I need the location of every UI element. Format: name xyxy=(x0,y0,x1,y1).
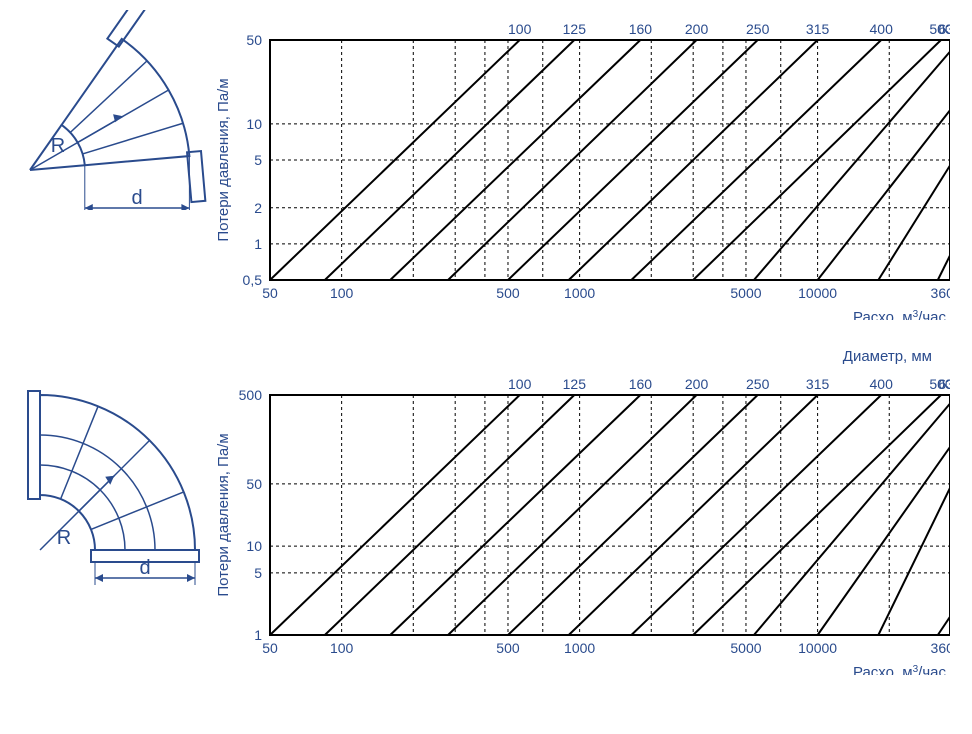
svg-text:100: 100 xyxy=(330,640,354,656)
svg-text:Потери давления, Па/м: Потери давления, Па/м xyxy=(215,433,232,596)
svg-text:d: d xyxy=(139,557,150,579)
svg-text:5: 5 xyxy=(254,152,262,168)
svg-text:2: 2 xyxy=(254,200,262,216)
svg-text:50: 50 xyxy=(262,640,278,656)
svg-text:315: 315 xyxy=(806,376,830,392)
chart1-holder: 501005001000500010000360000,512510501001… xyxy=(210,10,962,320)
panel-45deg: Rd 501005001000500010000360000,512510501… xyxy=(10,10,962,320)
svg-text:10000: 10000 xyxy=(798,285,837,301)
svg-text:315: 315 xyxy=(806,21,830,37)
svg-text:100: 100 xyxy=(330,285,354,301)
svg-text:630: 630 xyxy=(938,21,950,37)
svg-text:500: 500 xyxy=(496,285,520,301)
svg-text:100: 100 xyxy=(508,376,532,392)
svg-text:50: 50 xyxy=(246,32,262,48)
elbow-45-diagram: Rd xyxy=(10,10,210,210)
svg-text:5: 5 xyxy=(254,565,262,581)
svg-text:500: 500 xyxy=(239,387,263,403)
svg-text:10: 10 xyxy=(246,538,262,554)
svg-text:1000: 1000 xyxy=(564,285,595,301)
svg-text:R: R xyxy=(51,135,65,157)
svg-text:Потери давления, Па/м: Потери давления, Па/м xyxy=(215,78,232,241)
svg-text:1000: 1000 xyxy=(564,640,595,656)
svg-text:400: 400 xyxy=(870,21,894,37)
svg-text:36000: 36000 xyxy=(931,285,950,301)
svg-text:0,5: 0,5 xyxy=(243,272,263,288)
svg-text:125: 125 xyxy=(563,21,587,37)
svg-text:200: 200 xyxy=(685,21,709,37)
svg-text:400: 400 xyxy=(870,376,894,392)
svg-text:250: 250 xyxy=(746,21,770,37)
chart2-holder: 50 100 500 1000 5000 10000 36000 1 5 10 50 500 100 12… xyxy=(210,365,962,675)
svg-text:Расхо, м3/час: Расхо, м3/час xyxy=(853,664,947,676)
svg-text:200: 200 xyxy=(685,376,709,392)
svg-text:Расхо, м3/час: Расхо, м3/час xyxy=(853,309,947,321)
svg-text:5000: 5000 xyxy=(730,285,761,301)
svg-text:160: 160 xyxy=(629,21,653,37)
svg-text:1: 1 xyxy=(254,627,262,643)
diagram-90-holder: Rd xyxy=(10,365,210,585)
svg-text:10: 10 xyxy=(246,116,262,132)
svg-text:R: R xyxy=(57,527,71,549)
diagram-45-holder: Rd xyxy=(10,10,210,210)
svg-text:36000: 36000 xyxy=(931,640,950,656)
panel-90deg: Rd 50 100 500 1000 5000 10000 36000 1 5 10 50 500 10… xyxy=(10,365,962,675)
pressure-loss-chart-45: 501005001000500010000360000,512510501001… xyxy=(210,10,950,320)
svg-text:50: 50 xyxy=(262,285,278,301)
svg-text:10000: 10000 xyxy=(798,640,837,656)
diameter-units-label: Диаметр, мм xyxy=(10,348,962,365)
svg-text:5000: 5000 xyxy=(730,640,761,656)
svg-text:d: d xyxy=(132,187,143,209)
svg-text:100: 100 xyxy=(508,21,532,37)
pressure-loss-chart-90: 50 100 500 1000 5000 10000 36000 1 5 10 50 500 100 12… xyxy=(210,365,950,675)
elbow-90-diagram: Rd xyxy=(10,365,210,585)
svg-text:630: 630 xyxy=(938,376,950,392)
svg-text:50: 50 xyxy=(246,476,262,492)
svg-text:1: 1 xyxy=(254,236,262,252)
svg-text:160: 160 xyxy=(629,376,653,392)
svg-text:500: 500 xyxy=(496,640,520,656)
svg-text:250: 250 xyxy=(746,376,770,392)
svg-text:125: 125 xyxy=(563,376,587,392)
